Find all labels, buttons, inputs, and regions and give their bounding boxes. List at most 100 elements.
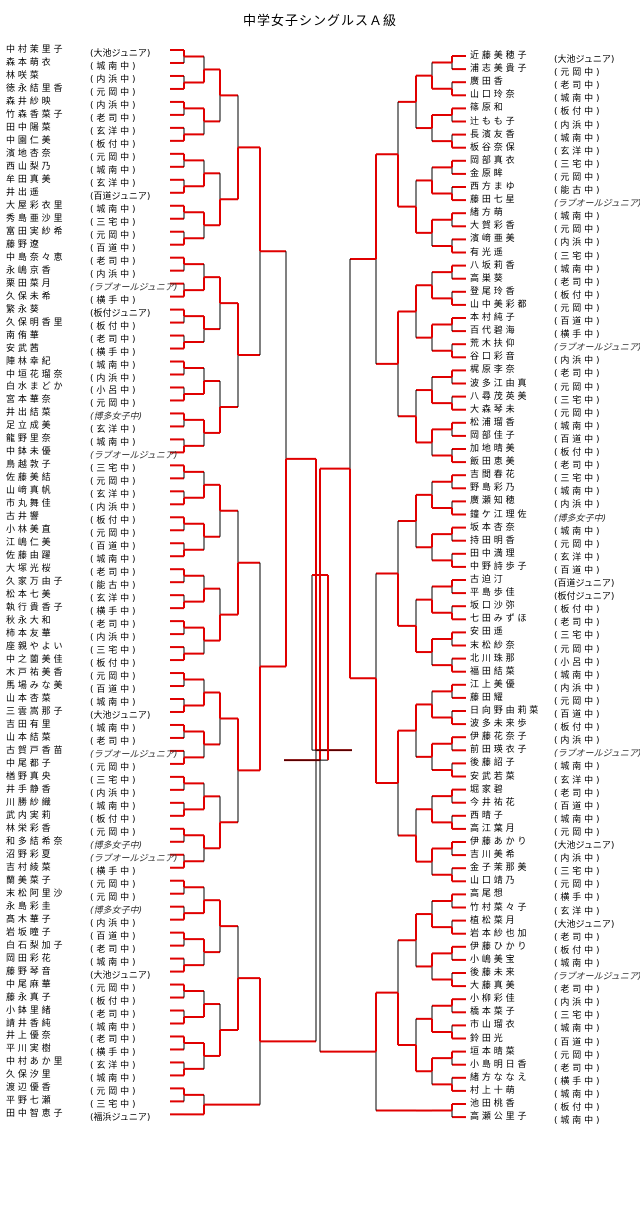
player-school: ( 板 付 中 ) — [90, 814, 136, 825]
right-player-entry: 大 賀 彩 香 ( 元 岡 中 ) — [470, 220, 599, 235]
left-player-entry: 井 上 優 奈 ( 老 司 中 ) — [6, 1030, 135, 1045]
left-player-entry: 龍 野 里 奈 ( 城 南 中 ) — [6, 433, 135, 448]
player-school: ( 内 浜 中 ) — [554, 854, 600, 865]
player-school: (大池ジュニア) — [90, 970, 151, 981]
player-school: ( 老 司 中 ) — [554, 1063, 600, 1074]
player-school: ( 城 南 中 ) — [90, 165, 136, 176]
player-name: 波 多 江 由 真 — [470, 378, 527, 389]
player-school: ( 横 手 中 ) — [554, 1076, 600, 1087]
right-player-entry: 荒 木 扶 仰 (ラブオールジュニア) — [470, 338, 640, 353]
player-name: 武 内 実 莉 — [6, 810, 51, 821]
left-player-entry: 白 水 ま ど か ( 小 呂 中 ) — [6, 381, 135, 396]
left-player-entry: 鳥 越 敦 子 ( 三 宅 中 ) — [6, 459, 135, 474]
player-school: ( 玄 洋 中 ) — [90, 178, 136, 189]
player-name: 中 之 薗 美 佳 — [6, 655, 63, 666]
right-player-entry: 濱 﨑 亜 美 ( 内 浜 中 ) — [470, 233, 599, 248]
left-player-entry: 川 勝 紗 織 ( 城 南 中 ) — [6, 797, 135, 812]
player-school: (大池ジュニア) — [554, 55, 615, 65]
left-player-entry: 林 咲 菜 ( 内 浜 中 ) — [6, 70, 135, 85]
right-player-entry: 坂 本 杏 奈 ( 城 南 中 ) — [470, 522, 599, 537]
player-school: (ラブオールジュニア) — [90, 853, 178, 864]
player-school: ( 城 南 中 ) — [554, 670, 600, 681]
player-school: ( 内 浜 中 ) — [554, 683, 600, 694]
player-name: 山 口 靖 乃 — [470, 876, 515, 887]
player-name: 辻 も も 子 — [470, 116, 515, 127]
player-school: (大池ジュニア) — [90, 49, 151, 59]
player-school: ( 三 宅 中 ) — [554, 631, 600, 642]
player-name: 永 島 彩 圭 — [6, 901, 51, 912]
player-name: 渡 辺 優 香 — [6, 1083, 51, 1094]
left-player-entry: 大 屋 彩 衣 里 ( 城 南 中 ) — [6, 200, 135, 215]
player-name: 秋 永 大 和 — [6, 616, 51, 627]
right-player-entry: 江 上 美 優 ( 内 浜 中 ) — [470, 679, 599, 694]
player-name: 岩 坂 瞳 子 — [6, 927, 51, 938]
player-school: ( 小 呂 中 ) — [90, 386, 136, 397]
player-school: ( 城 南 中 ) — [554, 487, 600, 498]
player-school: (ラブオールジュニア) — [90, 282, 178, 293]
left-player-entry: 井 出 結 菜 (博多女子中) — [6, 407, 142, 422]
player-name: 小 柳 彩 佳 — [470, 994, 515, 1005]
left-player-entry: 岡 田 彩 花 ( 城 南 中 ) — [6, 953, 135, 968]
right-player-entry: 山 口 玲 奈 ( 城 南 中 ) — [470, 89, 599, 104]
left-player-entry: 秋 永 大 和 ( 老 司 中 ) — [6, 615, 135, 630]
left-player-entry: 永 島 彩 圭 (博多女子中) — [6, 901, 142, 916]
player-school: ( 元 岡 中 ) — [90, 672, 136, 683]
right-player-entry: 高 瀬 公 里 子 ( 城 南 中 ) — [470, 1111, 599, 1126]
right-player-entry: 鐘 ケ 江 理 佐 (博多女子中) — [470, 509, 606, 524]
player-name: 佐 藤 美 結 — [6, 473, 51, 484]
player-name: 七 田 み ず ほ — [470, 614, 527, 625]
player-name: 中 野 詩 歩 子 — [470, 561, 527, 572]
player-name: 大 屋 彩 衣 里 — [6, 200, 63, 211]
right-player-entry: 梶 原 李 奈 ( 老 司 中 ) — [470, 364, 599, 379]
player-name: 西 方 ま ゆ — [470, 182, 515, 192]
player-school: ( 板 付 中 ) — [90, 659, 136, 670]
right-player-entry: 加 地 晴 美 ( 板 付 中 ) — [470, 443, 599, 458]
player-school: ( 老 司 中 ) — [554, 618, 600, 629]
player-school: ( 内 浜 中 ) — [554, 998, 600, 1009]
right-player-entry: 本 村 純 子 ( 百 道 中 ) — [470, 312, 599, 327]
player-name: 末 松 阿 里 沙 — [6, 888, 63, 899]
page-title: 中学女子シングルスＡ級 — [242, 14, 397, 29]
left-player-entry: 三 雲 嵩 那 子 (大池ジュニア) — [6, 706, 150, 721]
right-player-entry: 廣 瀬 知 穂 ( 内 浜 中 ) — [470, 495, 599, 510]
player-name: 古 迫 汀 — [470, 575, 503, 585]
player-name: 中 島 奈 々 恵 — [6, 252, 63, 263]
right-player-entry: 前 田 瑛 衣 子 (ラブオールジュニア) — [470, 744, 640, 759]
player-school: ( 百 道 中 ) — [554, 801, 600, 812]
player-school: ( 百 道 中 ) — [554, 565, 600, 576]
player-name: 藤 野 遼 — [6, 239, 39, 250]
player-school: ( 能 古 中 ) — [90, 581, 136, 592]
player-name: 林 栄 彩 香 — [6, 823, 51, 834]
right-player-entry: 北 川 珠 那 ( 小 呂 中 ) — [470, 653, 599, 668]
player-school: ( 元 岡 中 ) — [90, 1087, 136, 1098]
player-name: 登 尾 玲 香 — [470, 286, 515, 297]
player-name: 沼 野 彩 夏 — [6, 849, 51, 860]
right-player-entry: 廣 田 香 ( 老 司 中 ) — [470, 76, 599, 91]
player-name: 野 島 彩 乃 — [470, 483, 515, 494]
right-player-entry: 百 代 碧 海 ( 横 手 中 ) — [470, 325, 599, 340]
left-player-entry: 古 賀 戸 香 苗 (ラブオールジュニア) — [6, 745, 177, 760]
left-player-entry: 藤 野 遼 ( 百 道 中 ) — [6, 239, 135, 254]
player-school: ( 城 南 中 ) — [90, 1022, 136, 1033]
player-name: 堀 家 碧 — [470, 784, 503, 795]
player-name: 安 武 茜 — [6, 343, 39, 354]
left-player-entry: 栗 田 菜 月 (ラブオールジュニア) — [6, 278, 177, 293]
right-player-entry: 緒 方 な な え ( 横 手 中 ) — [470, 1072, 599, 1087]
player-name: 北 川 珠 那 — [470, 653, 515, 664]
left-player-entry: 久 保 汐 里 ( 城 南 中 ) — [6, 1069, 135, 1084]
player-name: 本 村 純 子 — [470, 313, 515, 323]
left-player-entry: 渡 辺 優 香 ( 元 岡 中 ) — [6, 1082, 135, 1097]
player-name: 緒 方 萌 — [470, 208, 503, 219]
right-player-entry: 伊 藤 あ か り (大池ジュニア) — [470, 836, 614, 851]
player-name: 中 村 あ か 里 — [6, 1057, 63, 1068]
player-name: 陣 林 幸 紀 — [6, 356, 51, 367]
player-school: ( 城 南 中 ) — [554, 958, 600, 969]
player-name: 藤 田 耀 — [470, 692, 503, 703]
player-name: 栗 田 菜 月 — [6, 278, 51, 289]
player-name: 浦 志 美 貴 子 — [470, 64, 527, 75]
player-name: 池 田 桃 香 — [470, 1099, 515, 1109]
left-player-entry: 藤 野 琴 音 (大池ジュニア) — [6, 966, 150, 981]
right-player-entry: 伊 藤 ひ か り ( 板 付 中 ) — [470, 941, 599, 956]
player-name: 福 田 結 菜 — [470, 666, 515, 677]
player-name: 今 井 祐 花 — [470, 797, 515, 808]
